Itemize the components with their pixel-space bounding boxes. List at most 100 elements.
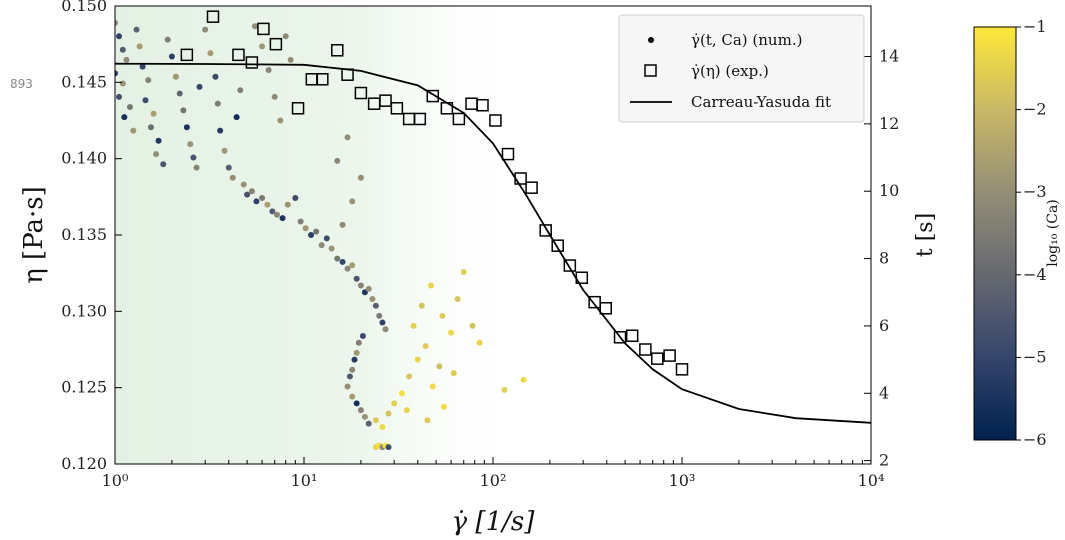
scatter-point bbox=[277, 117, 284, 124]
scatter-point bbox=[237, 87, 244, 94]
scatter-point bbox=[440, 403, 447, 410]
scatter-point bbox=[349, 262, 356, 269]
scatter-point bbox=[353, 275, 360, 282]
scatter-point bbox=[379, 319, 386, 326]
colorbar-tick-label: −3 bbox=[1023, 182, 1047, 201]
scatter-point bbox=[265, 66, 272, 73]
experimental-point bbox=[663, 349, 676, 362]
fit-curve bbox=[115, 62, 871, 424]
legend-box bbox=[618, 14, 865, 123]
scatter-point bbox=[172, 73, 179, 80]
scatter-point bbox=[313, 228, 320, 235]
scatter-point bbox=[133, 26, 140, 33]
scatter-point bbox=[308, 232, 315, 238]
scatter-point bbox=[221, 147, 228, 154]
scatter-point bbox=[217, 127, 224, 134]
scatter-point bbox=[469, 322, 476, 329]
experimental-point bbox=[639, 343, 652, 356]
colorbar-tick-label: −5 bbox=[1023, 347, 1047, 366]
y-tick-label: 0.145 bbox=[61, 72, 107, 91]
scatter-point bbox=[119, 80, 126, 87]
y2-tick-label: 2 bbox=[879, 451, 889, 470]
scatter-point bbox=[225, 164, 232, 171]
scatter-point bbox=[334, 255, 341, 262]
experimental-point bbox=[232, 48, 245, 62]
scatter-point bbox=[369, 295, 376, 302]
scatter-point bbox=[365, 420, 372, 427]
scatter-point bbox=[334, 157, 341, 164]
x-axis-title: γ̇ [1/s] bbox=[452, 507, 536, 537]
experimental-point bbox=[599, 302, 613, 315]
y-tick-label: 0.135 bbox=[61, 225, 107, 244]
scatter-point bbox=[403, 407, 410, 414]
scatter-point bbox=[357, 174, 364, 181]
scatter-point bbox=[414, 356, 421, 363]
legend-label-numerical: γ̇(t, Ca) (num.) bbox=[691, 31, 802, 49]
scatter-point bbox=[196, 83, 203, 90]
scatter-point bbox=[248, 188, 255, 195]
y2-tick-label: 8 bbox=[879, 249, 889, 268]
scatter-point bbox=[382, 326, 389, 333]
legend-label-fit: Carreau-Yasuda fit bbox=[691, 93, 831, 111]
shaded-region bbox=[115, 6, 527, 464]
scatter-point bbox=[287, 56, 294, 63]
scatter-point bbox=[323, 235, 330, 242]
experimental-point bbox=[331, 44, 344, 57]
experimental-point bbox=[379, 94, 392, 107]
x-tick-label: 10³ bbox=[669, 471, 696, 490]
scatter-point bbox=[271, 93, 278, 100]
scatter-point bbox=[168, 53, 175, 60]
y-axis-title: η [Pa·s] bbox=[19, 186, 49, 284]
scatter-point bbox=[379, 423, 386, 430]
experimental-point bbox=[489, 114, 502, 127]
scatter-point bbox=[372, 302, 379, 309]
scatter-point bbox=[436, 363, 443, 370]
experimental-point bbox=[613, 331, 627, 344]
scatter-point bbox=[244, 191, 251, 198]
axes: 10⁰ 10¹ 10² 10³ 10⁴ 0.120 0.125 0.130 0.135 0.140… bbox=[61, 0, 899, 490]
experimental-point bbox=[575, 271, 589, 284]
y2-tick-label: 12 bbox=[879, 114, 899, 133]
experimental-point bbox=[675, 363, 689, 376]
scatter-point bbox=[150, 110, 157, 117]
scatter-point bbox=[121, 114, 128, 121]
scatter-point bbox=[422, 343, 429, 350]
y2-axis-title: t [s] bbox=[913, 213, 938, 257]
experimental-point bbox=[525, 181, 538, 194]
experimental-point bbox=[316, 73, 329, 86]
scatter-point bbox=[282, 33, 289, 40]
scatter-point bbox=[460, 269, 467, 276]
y2-tick-label: 6 bbox=[879, 316, 889, 335]
legend-dot-marker bbox=[648, 37, 654, 43]
experimental-point bbox=[269, 37, 283, 51]
scatter-point bbox=[349, 366, 356, 373]
scatter-point bbox=[428, 282, 435, 289]
experimental-point bbox=[440, 102, 454, 115]
scatter-point bbox=[187, 141, 194, 148]
scatter-point bbox=[115, 19, 118, 26]
scatter-point bbox=[240, 181, 247, 188]
scatter-point bbox=[357, 407, 364, 414]
experimental-point bbox=[413, 112, 427, 126]
legend-square-marker bbox=[644, 64, 657, 77]
scatter-point bbox=[398, 390, 405, 397]
scatter-point bbox=[328, 245, 335, 252]
scatter-point bbox=[153, 151, 160, 158]
scatter-point bbox=[202, 26, 209, 33]
experimental-point bbox=[426, 89, 440, 103]
scatter-point bbox=[520, 376, 527, 383]
y-tick-label: 0.150 bbox=[61, 0, 107, 15]
y-tick-label: 0.120 bbox=[61, 454, 107, 473]
scatter-point bbox=[259, 43, 266, 50]
scatter-point bbox=[450, 370, 457, 377]
scatter-point bbox=[439, 312, 446, 319]
scatter-point bbox=[448, 329, 455, 336]
colorbar bbox=[973, 26, 1017, 441]
scatter-point bbox=[349, 393, 356, 400]
scatter-point bbox=[142, 97, 149, 104]
scatter-point bbox=[284, 201, 291, 208]
scatter-point bbox=[385, 410, 392, 417]
x-tick-label: 10² bbox=[480, 471, 507, 490]
scatter-point bbox=[147, 124, 154, 131]
